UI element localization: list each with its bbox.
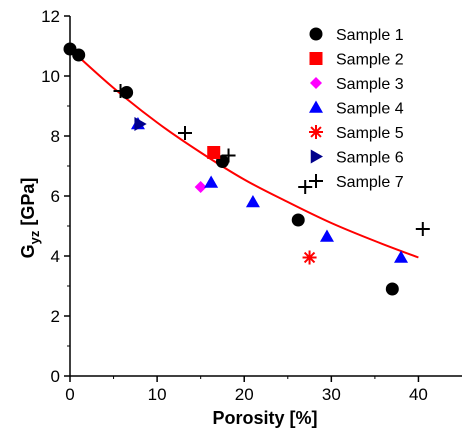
x-tick-label: 40 — [409, 385, 428, 404]
legend-label-2: Sample 2 — [336, 52, 404, 69]
y-tick-label: 0 — [51, 367, 60, 386]
legend: Sample 1 Sample 2 Sample 3 Sample 4 Sample 5… — [309, 27, 404, 191]
legend-marker-6 — [310, 149, 323, 164]
data-point-series-4-3 — [245, 195, 260, 208]
y-tick-label: 12 — [41, 7, 60, 26]
data-point-series-1-2 — [72, 48, 86, 62]
data-point-series-7-4 — [298, 180, 313, 194]
legend-label-1: Sample 1 — [336, 27, 404, 44]
data-point-series-2-1 — [207, 146, 221, 159]
legend-label-7: Sample 7 — [336, 174, 404, 191]
x-tick-label: 0 — [65, 385, 74, 404]
x-tick-label: 30 — [322, 385, 341, 404]
legend-label-4: Sample 4 — [336, 101, 404, 118]
data-point-series-4-5 — [394, 250, 409, 263]
data-point-series-5-1 — [302, 250, 317, 265]
data-point-series-3-1 — [194, 181, 207, 193]
x-axis-title: Porosity [%] — [212, 408, 317, 428]
legend-marker-4 — [309, 100, 323, 113]
axes: 0 2 4 6 8 10 12 0 10 20 30 40 — [41, 7, 462, 404]
y-tick-label: 6 — [51, 187, 60, 206]
legend-marker-2 — [309, 52, 323, 65]
data-point-series-7-3 — [221, 148, 236, 163]
y-axis-title-subscript: yz — [27, 230, 42, 244]
legend-marker-1 — [309, 27, 323, 41]
legend-marker-7 — [309, 174, 323, 188]
y-tick-label: 8 — [51, 127, 60, 146]
legend-marker-5 — [309, 125, 323, 139]
legend-label-6: Sample 6 — [336, 150, 404, 167]
legend-label-3: Sample 3 — [336, 76, 404, 93]
legend-marker-3 — [310, 77, 322, 89]
x-tick-label: 10 — [148, 385, 167, 404]
x-tick-label: 20 — [235, 385, 254, 404]
data-point-series-1-5 — [291, 213, 305, 227]
data-point-series-7-2 — [177, 126, 192, 140]
y-axis-title: Gyz [GPa] — [18, 178, 42, 259]
data-point-series-7-1 — [113, 84, 128, 98]
y-axis-title-main: G — [18, 244, 38, 258]
data-point-series-1-6 — [385, 282, 399, 296]
svg-text:Gyz [GPa]: Gyz [GPa] — [18, 178, 42, 259]
y-tick-label: 2 — [51, 307, 60, 326]
legend-label-5: Sample 5 — [336, 125, 404, 142]
y-tick-label: 4 — [51, 247, 60, 266]
data-point-series-7-5 — [415, 222, 430, 236]
data-point-series-4-2 — [204, 175, 219, 188]
data-point-series-1-3 — [120, 86, 134, 99]
data-point-series-4-4 — [319, 229, 334, 242]
data-point-series-6-1 — [134, 117, 147, 131]
y-axis-title-unit: [GPa] — [18, 178, 38, 226]
data-points-layer — [63, 42, 430, 296]
y-tick-label: 10 — [41, 67, 60, 86]
